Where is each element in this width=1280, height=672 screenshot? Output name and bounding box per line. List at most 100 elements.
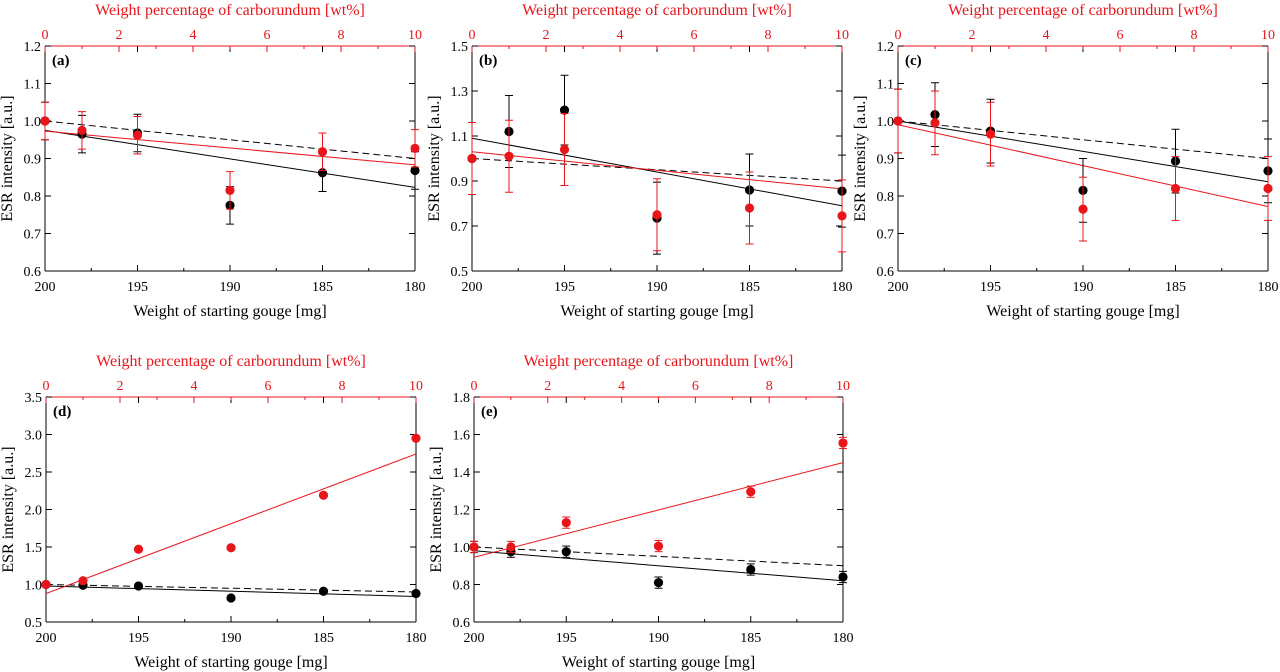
black-data-point <box>318 586 329 596</box>
red-data-point <box>467 153 477 164</box>
y-axis-title: ESR intensity [a.u.] <box>428 446 445 572</box>
y-tick-label: 1.6 <box>453 429 471 444</box>
x-tick-label: 180 <box>832 280 853 295</box>
y-tick-label: 0.7 <box>877 228 895 243</box>
x-tick-label: 195 <box>554 280 575 295</box>
red-fit-line <box>46 453 416 594</box>
x-tick-label: 190 <box>220 280 241 295</box>
y-tick-label: 1.1 <box>451 130 469 145</box>
black-fit-line <box>45 129 415 188</box>
x-axis-title: Weight of starting gouge [mg] <box>134 654 327 671</box>
reference-line <box>474 546 843 567</box>
y-axis-title: ESR intensity [a.u.] <box>426 95 443 221</box>
x-tick-label: 190 <box>647 280 668 295</box>
y-tick-label: 0.5 <box>25 616 43 631</box>
x-tick-label: 195 <box>128 631 149 646</box>
x-tick-label: 195 <box>556 631 577 646</box>
black-data-point <box>411 588 421 599</box>
x-tick-label: 200 <box>462 280 483 295</box>
red-data-point <box>469 542 479 552</box>
red-data-point <box>411 433 421 443</box>
top-x-axis-title: Weight percentage of carborundum [wt%] <box>96 353 366 370</box>
black-fit-line <box>474 550 843 582</box>
top-x-tick-label: 8 <box>766 379 773 394</box>
black-data-point <box>226 593 236 603</box>
y-tick-label: 1.5 <box>25 541 43 556</box>
x-tick-label: 180 <box>833 631 854 646</box>
chart-panel-b: 200 195 190 185 180 0 2 4 6 8 10 0.5 0.7 0.9 1.1 1.3 1.5… <box>426 2 853 320</box>
red-data-point <box>132 130 143 140</box>
red-data-point <box>410 143 420 153</box>
reference-line <box>898 120 1268 159</box>
black-data-point <box>133 581 144 591</box>
black-data-point <box>559 105 570 115</box>
y-tick-label: 1.5 <box>451 40 469 55</box>
top-x-tick-label: 6 <box>264 28 271 43</box>
panel-label: (c) <box>905 53 922 69</box>
chart-panel-a: 200 195 190 185 180 0 2 4 6 8 10 0.6 0.7 0.8 0.9 1.0 1.1… <box>0 2 426 320</box>
red-data-point <box>504 151 514 161</box>
top-x-tick-label: 6 <box>1117 28 1124 43</box>
x-tick-label: 185 <box>312 280 333 295</box>
red-fit-line <box>474 462 843 558</box>
y-axis-title: ESR intensity [a.u.] <box>0 446 17 572</box>
x-tick-label: 185 <box>313 631 334 646</box>
top-x-tick-label: 8 <box>765 28 772 43</box>
top-x-tick-label: 2 <box>117 379 124 394</box>
red-data-point <box>930 118 940 128</box>
top-x-tick-label: 0 <box>471 379 478 394</box>
x-axis-title: Weight of starting gouge [mg] <box>133 303 326 320</box>
reference-line <box>472 158 842 182</box>
y-tick-label: 1.8 <box>453 391 471 406</box>
top-x-axis-title: Weight percentage of carborundum [wt%] <box>95 2 365 19</box>
y-tick-label: 2.0 <box>25 504 43 519</box>
top-x-tick-label: 6 <box>692 379 699 394</box>
top-x-tick-label: 0 <box>42 28 49 43</box>
panel-label: (e) <box>481 404 498 420</box>
top-x-tick-label: 10 <box>409 379 423 394</box>
top-x-tick-label: 10 <box>836 379 850 394</box>
x-tick-label: 200 <box>36 631 57 646</box>
reference-line <box>46 584 416 593</box>
red-data-point <box>746 487 756 497</box>
red-data-point <box>838 438 848 448</box>
x-axis-title: Weight of starting gouge [mg] <box>560 303 753 320</box>
panel-label: (a) <box>52 53 70 69</box>
y-tick-label: 0.7 <box>451 220 469 235</box>
black-data-point <box>410 165 420 176</box>
red-data-point <box>41 579 51 590</box>
y-tick-label: 0.5 <box>451 265 469 280</box>
panel-label: (d) <box>53 404 71 420</box>
x-tick-label: 185 <box>739 280 760 295</box>
red-data-point <box>653 541 664 551</box>
red-data-point <box>40 116 50 126</box>
x-tick-label: 200 <box>464 631 485 646</box>
y-tick-label: 0.9 <box>877 153 895 168</box>
x-tick-label: 180 <box>406 631 427 646</box>
red-data-point <box>652 210 662 220</box>
x-tick-label: 190 <box>221 631 242 646</box>
x-tick-label: 195 <box>980 280 1001 295</box>
y-tick-label: 0.6 <box>24 265 42 280</box>
chart-panel-c: 200 195 190 185 180 0 2 4 6 8 10 0.6 0.7 0.8 0.9 1.0 1.1… <box>852 2 1279 320</box>
x-tick-label: 185 <box>740 631 761 646</box>
top-x-tick-label: 4 <box>618 379 625 394</box>
red-data-point <box>78 576 88 586</box>
top-x-tick-label: 2 <box>969 28 976 43</box>
y-axis-title: ESR intensity [a.u.] <box>0 95 16 221</box>
red-fit-line <box>472 151 842 190</box>
red-data-point <box>318 490 329 500</box>
top-x-tick-label: 10 <box>408 28 422 43</box>
x-tick-label: 200 <box>888 280 909 295</box>
y-tick-label: 0.6 <box>877 265 895 280</box>
red-data-point <box>133 544 144 554</box>
x-tick-label: 190 <box>1073 280 1094 295</box>
top-x-tick-label: 6 <box>265 379 272 394</box>
black-data-point <box>561 547 571 557</box>
y-tick-label: 1.2 <box>453 504 471 519</box>
top-x-axis-title: Weight percentage of carborundum [wt%] <box>524 353 794 370</box>
y-tick-label: 1.1 <box>24 78 42 93</box>
top-x-tick-label: 4 <box>191 379 198 394</box>
y-tick-label: 0.6 <box>453 616 471 631</box>
